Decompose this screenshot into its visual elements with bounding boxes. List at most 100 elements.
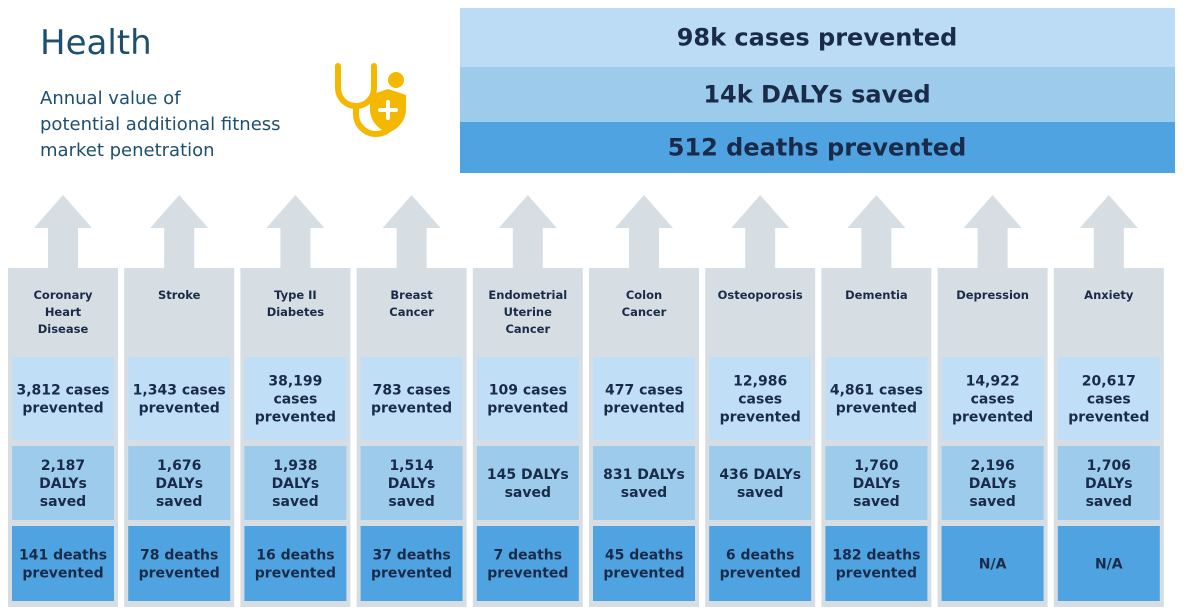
dalys-text: DALYs (969, 476, 1017, 492)
deaths-cell (709, 526, 812, 601)
column-label: Cancer (622, 305, 667, 319)
cases-cell (476, 357, 579, 440)
subtitle-line: potential additional fitness (40, 114, 281, 135)
arrow (963, 195, 1022, 268)
cases-text: 38,199 (268, 374, 322, 390)
dalys-text: saved (737, 485, 783, 501)
deaths-text: prevented (22, 566, 103, 582)
cases-text: prevented (255, 410, 336, 426)
arrow (498, 195, 557, 268)
column-label: Stroke (158, 288, 201, 302)
dalys-cell (593, 446, 695, 520)
deaths-text: 141 deaths (19, 548, 107, 564)
cases-text: prevented (720, 410, 801, 426)
cases-text: prevented (371, 401, 452, 417)
column-label: Cancer (505, 322, 550, 336)
cases-text: cases (273, 392, 317, 408)
dalys-cell (709, 446, 812, 520)
arrow (847, 195, 906, 268)
dalys-cell (244, 446, 347, 520)
column-label: Depression (956, 288, 1029, 302)
subtitle-line: Annual value of (40, 88, 181, 109)
dalys-cell (1057, 446, 1160, 520)
deaths-text: prevented (603, 566, 684, 582)
deaths-text: prevented (371, 566, 452, 582)
dalys-text: 2,187 (41, 458, 85, 474)
dalys-text: saved (505, 485, 551, 501)
cases-cell (1057, 357, 1160, 440)
cases-cell (12, 357, 114, 440)
dalys-text: DALYs (853, 476, 901, 492)
deaths-text: 7 deaths (494, 548, 563, 564)
cases-text: 109 cases (489, 383, 567, 399)
cases-text: prevented (603, 401, 684, 417)
dalys-text: 831 DALYs (603, 467, 685, 483)
cases-text: cases (971, 392, 1015, 408)
summary-row (460, 122, 1175, 173)
deaths-cell (1057, 526, 1160, 601)
dalys-text: saved (621, 485, 667, 501)
cases-text: prevented (836, 401, 917, 417)
deaths-text: 78 deaths (140, 548, 218, 564)
dalys-text: saved (388, 494, 434, 510)
cases-text: 477 cases (605, 383, 683, 399)
summary-text: 98k cases prevented (677, 24, 958, 52)
deaths-text: 6 deaths (726, 548, 795, 564)
cases-text: 20,617 (1082, 374, 1136, 390)
column-label: Type II (274, 288, 317, 302)
summary-text: 14k DALYs saved (703, 81, 930, 109)
dalys-text: saved (40, 494, 86, 510)
arrow (34, 195, 92, 268)
cases-cell (825, 357, 928, 440)
dalys-text: saved (156, 494, 202, 510)
dalys-text: 1,760 (854, 458, 899, 474)
arrow (615, 195, 673, 268)
column-label: Anxiety (1084, 288, 1134, 302)
deaths-cell (941, 526, 1044, 601)
dalys-text: saved (969, 494, 1015, 510)
deaths-text: prevented (139, 566, 220, 582)
column-label: Dementia (845, 288, 908, 302)
summary-row (460, 8, 1175, 67)
cases-cell (593, 357, 695, 440)
cases-text: prevented (1068, 410, 1149, 426)
column-label: Coronary (33, 288, 93, 302)
arrow (382, 195, 441, 268)
cases-cell (360, 357, 463, 440)
column-label: Uterine (504, 305, 552, 319)
column-label: Cancer (389, 305, 434, 319)
dalys-text: DALYs (155, 476, 203, 492)
dalys-text: DALYs (388, 476, 436, 492)
dalys-text: saved (853, 494, 899, 510)
dalys-text: 1,706 (1087, 458, 1131, 474)
dalys-text: saved (272, 494, 318, 510)
deaths-text: prevented (487, 566, 568, 582)
deaths-cell (128, 526, 231, 601)
cases-cell (941, 357, 1044, 440)
cases-text: 12,986 (733, 374, 787, 390)
deaths-text: 37 deaths (372, 548, 450, 564)
dalys-text: DALYs (1085, 476, 1133, 492)
cases-text: 1,343 cases (133, 383, 226, 399)
cases-cell (244, 357, 347, 440)
cases-text: 783 cases (373, 383, 451, 399)
dalys-cell (12, 446, 114, 520)
deaths-text: N/A (979, 557, 1007, 573)
dalys-text: saved (1086, 494, 1132, 510)
dalys-text: DALYs (39, 476, 87, 492)
dalys-text: 145 DALYs (487, 467, 569, 483)
summary-text: 512 deaths prevented (668, 134, 967, 162)
deaths-cell (825, 526, 928, 601)
deaths-text: 16 deaths (256, 548, 334, 564)
dalys-cell (476, 446, 579, 520)
dalys-text: 436 DALYs (719, 467, 801, 483)
column-label: Breast (390, 288, 433, 302)
health-icon (335, 63, 406, 137)
column-label: Heart (45, 305, 82, 319)
cases-text: 4,861 cases (830, 383, 923, 399)
cases-text: 3,812 cases (16, 383, 109, 399)
cases-text: prevented (22, 401, 103, 417)
deaths-text: 182 deaths (832, 548, 920, 564)
arrow (266, 195, 325, 268)
